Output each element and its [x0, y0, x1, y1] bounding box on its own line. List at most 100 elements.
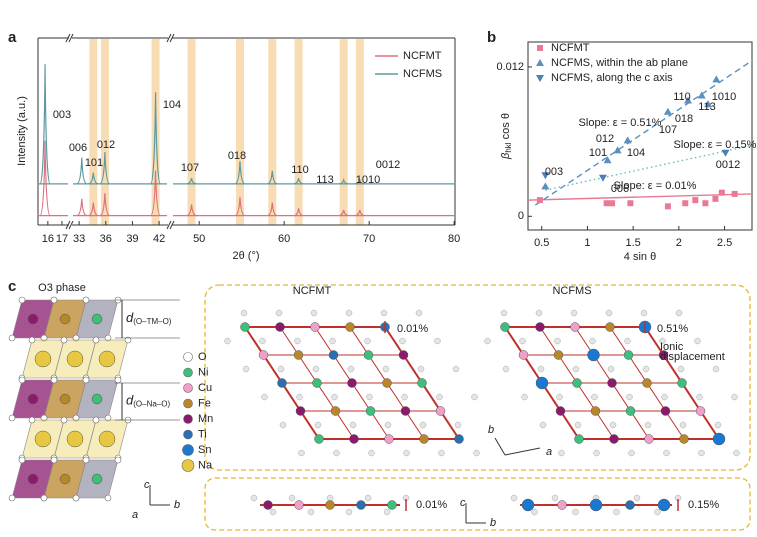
spacing-label-part: (O–Na–O) [133, 400, 170, 409]
data-point [702, 200, 709, 207]
strain-label: 0.15% [688, 499, 719, 511]
o-atom [329, 337, 336, 345]
tm-atom [382, 378, 392, 388]
spacing-label: d(O–TM–O) [126, 310, 172, 326]
o-atom [298, 449, 305, 457]
highlight-band [100, 39, 109, 225]
o-atom [419, 421, 427, 429]
axis-break [68, 33, 74, 43]
o-atom [8, 334, 16, 342]
o-atom [259, 337, 266, 345]
tm-atom [295, 406, 306, 416]
o-atom [537, 365, 545, 373]
legend-atom [183, 352, 193, 362]
x-tick-label: 39 [126, 233, 138, 245]
o-atom [277, 365, 285, 373]
peak-label: 006 [69, 142, 87, 154]
diffraction-peak [186, 178, 197, 185]
point-label: 0012 [716, 159, 740, 171]
o-atom [633, 494, 641, 502]
axis-break [169, 33, 175, 43]
tm-atom [312, 378, 322, 388]
highlight-band [235, 39, 244, 225]
o-atom [364, 494, 372, 502]
tm-atom [642, 378, 652, 388]
x-axis-label: 4 sin θ [624, 251, 656, 263]
o-atom [312, 365, 320, 373]
na-atom [98, 430, 116, 448]
na-atom [98, 350, 116, 368]
diffraction-peak [76, 157, 88, 185]
panel-label: c [8, 278, 16, 295]
o-atom [18, 456, 26, 464]
axis-break [68, 220, 74, 230]
x-tick-label: 2 [676, 237, 682, 249]
legend-atom [183, 383, 193, 393]
data-point [682, 200, 689, 207]
legend-label: Na [198, 459, 213, 471]
legend-marker [536, 59, 544, 66]
o-atom [642, 365, 650, 373]
tm-atom [27, 313, 39, 325]
na-atom [66, 430, 84, 448]
legend-label: Ti [198, 428, 207, 440]
axis-arrow [504, 447, 541, 456]
x-tick-label: 0.5 [534, 237, 549, 249]
data-point [613, 146, 622, 154]
x-tick-label: 1 [584, 237, 590, 249]
o-atom [82, 376, 90, 384]
legend-label: NCFMS [403, 68, 442, 80]
o-atom [124, 336, 132, 344]
panel-label: a [8, 29, 17, 46]
tm-atom [398, 350, 409, 360]
legend-atom [182, 444, 194, 456]
phase-title: O3 phase [38, 282, 86, 294]
tm-atom [387, 500, 397, 510]
peak-label: 113 [316, 174, 334, 186]
legend-marker [537, 45, 543, 51]
peak-label: 012 [97, 139, 115, 151]
peak-label: 104 [163, 99, 181, 111]
tm-atom [553, 350, 564, 360]
o-atom [591, 393, 598, 401]
tm-atom [518, 350, 529, 360]
o-atom [399, 337, 406, 345]
o-atom [40, 494, 48, 502]
fit-line [545, 144, 753, 191]
o-atom [331, 393, 338, 401]
tm-atom [293, 350, 304, 360]
peak-label: 110 [291, 164, 309, 176]
tm-atom [657, 498, 671, 512]
strain-label: 0.01% [416, 499, 447, 511]
axis-letter: c [144, 479, 150, 491]
o-atom [589, 337, 596, 345]
diffraction-peak [76, 198, 87, 217]
tm-atom [500, 322, 510, 332]
tm-atom [59, 393, 71, 405]
data-point [684, 96, 692, 104]
o-atom [661, 393, 668, 401]
o-atom [714, 421, 722, 429]
x-tick-label: 33 [73, 233, 85, 245]
axis-letter: c [460, 497, 466, 509]
strain-label: 0.51% [657, 323, 688, 335]
tm-atom [712, 432, 726, 446]
legend-atom [181, 459, 195, 472]
o-atom [500, 309, 508, 317]
o-atom [250, 494, 258, 502]
peak-label: 003 [53, 109, 71, 121]
tm-atom [258, 350, 269, 360]
o-atom [417, 365, 425, 373]
o-atom [510, 494, 518, 502]
axis-break [65, 220, 71, 230]
tm-atom [294, 500, 304, 510]
tm-atom [59, 473, 71, 485]
tm-atom [660, 406, 671, 416]
o-atom [570, 309, 578, 317]
tm-atom [400, 406, 411, 416]
highlight-band [151, 39, 160, 225]
o-atom [558, 449, 565, 457]
x-tick-label: 42 [153, 233, 165, 245]
point-label: 101 [589, 147, 607, 159]
tm-atom [623, 350, 634, 360]
